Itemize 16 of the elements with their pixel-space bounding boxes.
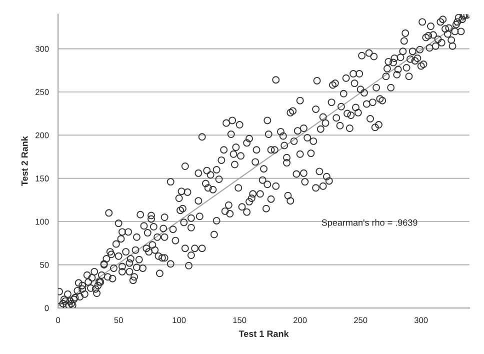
y-tick-label: 0 [44, 305, 49, 312]
x-tick-label: 100 [172, 317, 186, 324]
x-tick-label: 300 [414, 317, 428, 324]
y-tick-label: 200 [36, 132, 49, 138]
y-axis-title: Test 2 Rank [21, 136, 28, 186]
x-tick-label: 200 [294, 317, 307, 324]
y-tick-label: 50 [40, 262, 49, 268]
x-tick-label: 250 [354, 317, 368, 324]
y-tick-label: 300 [35, 46, 49, 52]
y-tick-label: 100 [36, 218, 49, 225]
y-tick-label: 150 [36, 176, 49, 182]
y-tick-label: 250 [36, 89, 49, 96]
x-tick-label: 0 [56, 317, 60, 324]
x-tick-label: 150 [233, 317, 246, 324]
x-axis-title: Test 1 Rank [238, 330, 289, 337]
x-tick-label: 50 [114, 317, 123, 324]
